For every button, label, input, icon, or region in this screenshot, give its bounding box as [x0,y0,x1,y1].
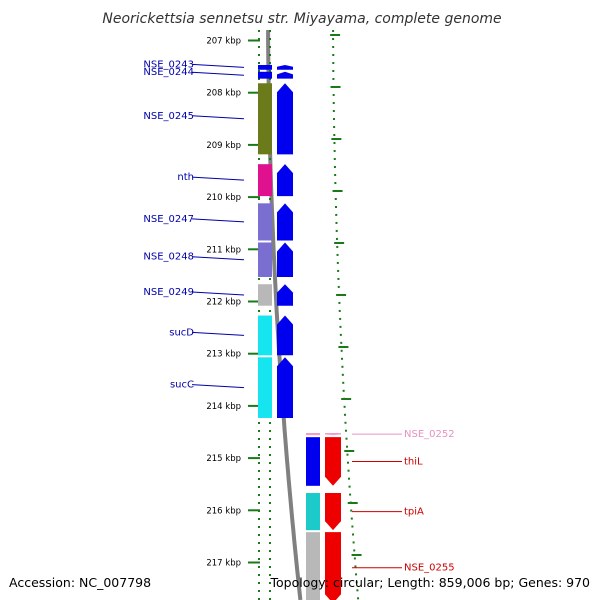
axis-tick-label: 210 kbp [206,193,241,203]
label-leader [191,63,245,68]
strand-arrow [277,64,293,70]
gene-thil: thiL [306,437,423,486]
homology-block [306,437,320,486]
gene-label: NSE_0244 [143,67,194,78]
homology-block [258,357,272,418]
label-leader [191,115,245,120]
gene-nse-0255: NSE_0255 [306,532,455,600]
genome-summary-text: Topology: circular; Length: 859,006 bp; … [270,575,591,590]
strand-arrow [277,242,293,278]
genome-title: Neorickettsia sennetsu str. Miyayama, co… [102,11,501,27]
gene-label: NSE_0255 [404,563,455,574]
axis-tick-label: 216 kbp [206,506,241,516]
gene-label: tpiA [404,507,424,518]
label-leader [191,291,245,296]
axis-tick-label: 213 kbp [206,350,241,360]
axis-tick-label: 214 kbp [206,402,241,412]
strand-arrow [277,315,293,356]
gene-tpia: tpiA [306,493,424,531]
strand-arrow [325,532,341,600]
axis-tick-label: 207 kbp [206,37,241,47]
axis-tick-label: 217 kbp [206,559,241,569]
gene-label: NSE_0243 [143,59,194,70]
axis-tick-label: 215 kbp [206,454,241,464]
homology-block [258,71,272,79]
homology-block [258,284,272,306]
axis-tick-label: 212 kbp [206,298,241,308]
gene-nse-0245: NSE_0245 [143,83,293,155]
homology-block [258,203,272,241]
homology-block [306,433,320,436]
label-leader [191,256,245,261]
gene-label: NSE_0247 [143,214,194,225]
gene-sucd: sucD [169,315,293,356]
gene-nse-0249: NSE_0249 [143,284,293,306]
gene-label: NSE_0252 [404,429,455,440]
strand-arrow [277,284,293,306]
label-leader [191,176,245,181]
axis-tick-label: 208 kbp [206,89,241,99]
gene-nse-0247: NSE_0247 [143,203,293,241]
gene-label: NSE_0245 [143,111,194,122]
label-leader [191,71,245,76]
strand-arrow [277,83,293,155]
gene-succ: sucC [170,357,293,418]
homology-block [258,242,272,278]
gene-nse-0244: NSE_0244 [143,67,293,79]
accession-text: Accession: NC_007798 [9,575,151,590]
gene-label: NSE_0248 [143,252,194,263]
strand-arrow [325,433,341,436]
gene-label: nth [177,172,194,183]
homology-block [306,532,320,600]
homology-block [258,164,272,197]
homology-block [258,64,272,70]
gene-nse-0252: NSE_0252 [306,429,455,440]
label-leader [191,384,245,389]
strand-arrow [277,357,293,418]
map-layer: 207 kbp 208 kbp 209 kbp 210 kbp 211 kbp 212 k… [143,30,455,600]
axis-tick-label: 211 kbp [206,245,241,255]
label-leader [191,331,245,336]
gene-label: sucC [170,380,194,391]
strand-arrow [325,437,341,486]
label-leader [191,218,245,223]
gene-label: sucD [169,327,194,338]
gene-label: NSE_0249 [143,287,194,298]
gene-label: thiL [404,456,423,467]
homology-block [306,493,320,531]
homology-block [258,315,272,356]
homology-block [258,83,272,155]
gene-nse-0243: NSE_0243 [143,59,293,70]
strand-arrow [325,493,341,531]
strand-arrow [277,71,293,79]
gene-nse-0248: NSE_0248 [143,242,293,278]
strand-arrow [277,164,293,197]
gene-nth: nth [177,164,293,197]
axis-tick-label: 209 kbp [206,141,241,151]
strand-arrow [277,203,293,241]
